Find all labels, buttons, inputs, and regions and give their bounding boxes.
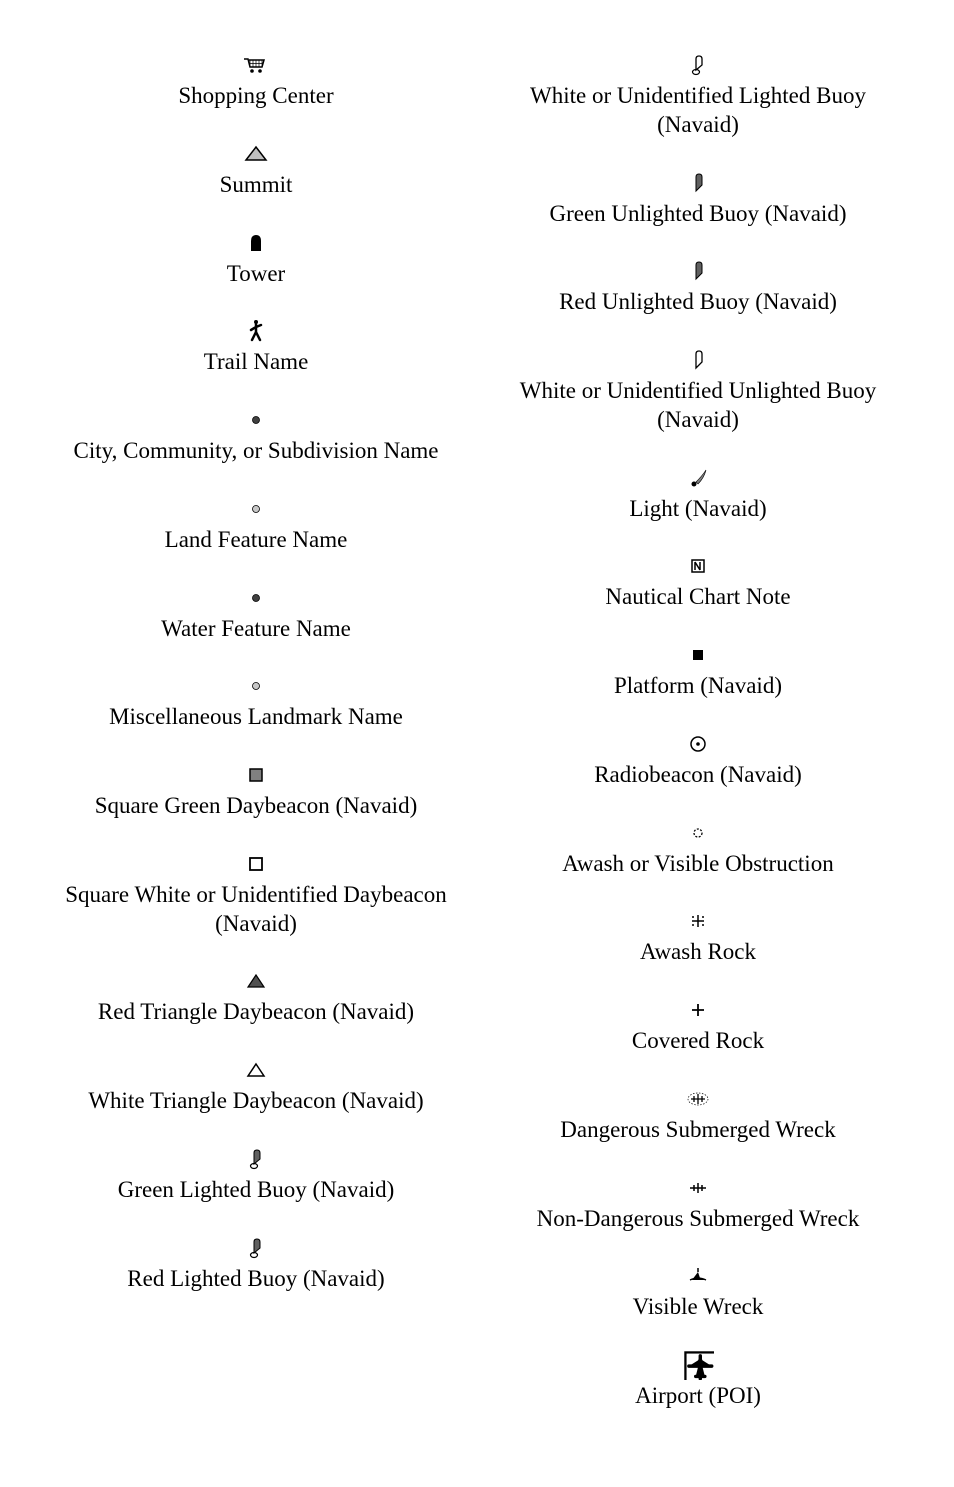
dang-wreck-icon: [684, 1084, 712, 1114]
legend-columns: Shopping Center Summit Tower Trail Name City…: [40, 50, 914, 1439]
dot-gray-icon: [242, 671, 270, 701]
legend-entry: Shopping Center: [40, 50, 472, 111]
legend-entry: Visible Wreck: [482, 1261, 914, 1322]
light-icon: [684, 463, 712, 493]
legend-entry: Non-Dangerous Submerged Wreck: [482, 1173, 914, 1234]
tower-icon: [242, 228, 270, 258]
legend-label: Dangerous Submerged Wreck: [560, 1116, 835, 1145]
legend-label: White or Unidentified Unlighted Buoy (Na…: [492, 377, 904, 435]
legend-label: Land Feature Name: [165, 526, 348, 555]
legend-entry: White Triangle Daybeacon (Navaid): [40, 1055, 472, 1116]
legend-label: Tower: [227, 260, 285, 289]
awash-rock-icon: [684, 906, 712, 936]
legend-entry: Light (Navaid): [482, 463, 914, 524]
buoy-lit-open-icon: [684, 50, 712, 80]
legend-entry: Red Unlighted Buoy (Navaid): [482, 256, 914, 317]
legend-entry: Airport (POI): [482, 1350, 914, 1411]
cart-icon: [242, 50, 270, 80]
legend-entry: Green Unlighted Buoy (Navaid): [482, 168, 914, 229]
legend-entry: Tower: [40, 228, 472, 289]
legend-entry: Platform (Navaid): [482, 640, 914, 701]
legend-entry: Miscellaneous Landmark Name: [40, 671, 472, 732]
legend-label: Light (Navaid): [629, 495, 766, 524]
legend-label: Covered Rock: [632, 1027, 764, 1056]
radiobeacon-icon: [684, 729, 712, 759]
legend-entry: Square Green Daybeacon (Navaid): [40, 760, 472, 821]
legend-entry: Trail Name: [40, 316, 472, 377]
legend-label: Trail Name: [204, 348, 309, 377]
buoy-lit-icon: [242, 1144, 270, 1174]
legend-entry: Square White or Unidentified Daybeacon (…: [40, 849, 472, 939]
legend-entry: White or Unidentified Unlighted Buoy (Na…: [482, 345, 914, 435]
legend-label: Radiobeacon (Navaid): [594, 761, 802, 790]
legend-label: Square Green Daybeacon (Navaid): [95, 792, 417, 821]
dot-dark-icon: [242, 583, 270, 613]
nondang-wreck-icon: [684, 1173, 712, 1203]
legend-label: Square White or Unidentified Daybeacon (…: [50, 881, 462, 939]
legend-label: Awash or Visible Obstruction: [562, 850, 833, 879]
buoy-unlit-icon: [684, 168, 712, 198]
note-icon: [684, 551, 712, 581]
dot-gray-icon: [242, 494, 270, 524]
platform-icon: [684, 640, 712, 670]
legend-entry: Awash or Visible Obstruction: [482, 818, 914, 879]
buoy-unlit-open-icon: [684, 345, 712, 375]
legend-label: Platform (Navaid): [614, 672, 782, 701]
legend-label: Visible Wreck: [633, 1293, 764, 1322]
legend-entry: Nautical Chart Note: [482, 551, 914, 612]
sq-empty-icon: [242, 849, 270, 879]
legend-label: Miscellaneous Landmark Name: [109, 703, 403, 732]
legend-label: Awash Rock: [640, 938, 756, 967]
legend-label: White Triangle Daybeacon (Navaid): [88, 1087, 423, 1116]
tri-empty-icon: [242, 1055, 270, 1085]
legend-label: Red Lighted Buoy (Navaid): [127, 1265, 384, 1294]
legend-entry: Summit: [40, 139, 472, 200]
airport-icon: [682, 1350, 714, 1380]
legend-label: Green Lighted Buoy (Navaid): [118, 1176, 395, 1205]
legend-entry: Red Triangle Daybeacon (Navaid): [40, 966, 472, 1027]
legend-label: Water Feature Name: [161, 615, 351, 644]
legend-entry: Radiobeacon (Navaid): [482, 729, 914, 790]
legend-label: Airport (POI): [635, 1382, 761, 1411]
legend-label: Nautical Chart Note: [605, 583, 790, 612]
tri-fill-icon: [242, 966, 270, 996]
legend-entry: White or Unidentified Lighted Buoy (Nava…: [482, 50, 914, 140]
vis-wreck-icon: [684, 1261, 712, 1291]
buoy-lit-icon: [242, 1233, 270, 1263]
legend-label: White or Unidentified Lighted Buoy (Nava…: [492, 82, 904, 140]
legend-entry: Covered Rock: [482, 995, 914, 1056]
legend-entry: Land Feature Name: [40, 494, 472, 555]
legend-entry: City, Community, or Subdivision Name: [40, 405, 472, 466]
hiker-icon: [242, 316, 270, 346]
covered-rock-icon: [684, 995, 712, 1025]
legend-entry: Dangerous Submerged Wreck: [482, 1084, 914, 1145]
legend-entry: Awash Rock: [482, 906, 914, 967]
legend-entry: Red Lighted Buoy (Navaid): [40, 1233, 472, 1294]
awash-obs-icon: [684, 818, 712, 848]
legend-label: Shopping Center: [178, 82, 333, 111]
summit-icon: [242, 139, 270, 169]
legend-column-right: White or Unidentified Lighted Buoy (Nava…: [482, 50, 914, 1439]
legend-label: Green Unlighted Buoy (Navaid): [549, 200, 846, 229]
legend-entry: Green Lighted Buoy (Navaid): [40, 1144, 472, 1205]
legend-label: Red Unlighted Buoy (Navaid): [559, 288, 837, 317]
buoy-unlit-icon: [684, 256, 712, 286]
legend-entry: Water Feature Name: [40, 583, 472, 644]
sq-fill-icon: [242, 760, 270, 790]
legend-label: City, Community, or Subdivision Name: [73, 437, 438, 466]
legend-column-left: Shopping Center Summit Tower Trail Name City…: [40, 50, 472, 1439]
legend-label: Summit: [220, 171, 293, 200]
legend-label: Non-Dangerous Submerged Wreck: [537, 1205, 860, 1234]
legend-label: Red Triangle Daybeacon (Navaid): [98, 998, 414, 1027]
dot-dark-icon: [242, 405, 270, 435]
